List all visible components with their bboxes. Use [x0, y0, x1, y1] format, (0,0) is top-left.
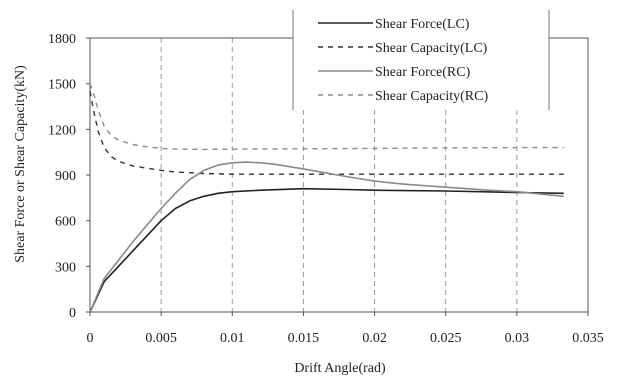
x-tick-label-3: 0.015 — [288, 331, 320, 346]
y-tick-label-1: 300 — [55, 260, 76, 275]
series-line-2 — [89, 161, 564, 313]
x-tick-label-6: 0.03 — [505, 331, 530, 346]
y-tick-label-5: 1500 — [48, 78, 76, 93]
x-tick-label-5: 0.025 — [430, 331, 462, 346]
x-tick-label-7: 0.035 — [572, 331, 604, 346]
x-tick-label-0: 0 — [87, 331, 94, 346]
legend-label-3: Shear Capacity(RC) — [375, 89, 488, 104]
legend-label-0: Shear Force(LC) — [375, 17, 470, 32]
x-tick-label-2: 0.01 — [220, 331, 245, 346]
legend-label-1: Shear Capacity(LC) — [375, 41, 488, 56]
y-tick-label-6: 1800 — [48, 32, 76, 47]
legend-label-2: Shear Force(RC) — [375, 65, 471, 80]
series-line-0 — [89, 187, 564, 313]
y-tick-label-4: 1200 — [48, 123, 76, 138]
legend-background — [293, 10, 549, 110]
y-tick-label-2: 600 — [55, 215, 76, 230]
x-tick-label-1: 0.005 — [145, 331, 177, 346]
y-axis-title: Shear Force or Shear Capacity(kN) — [13, 65, 28, 263]
x-axis-title: Drift Angle(rad) — [294, 361, 386, 376]
y-tick-label-0: 0 — [69, 306, 76, 321]
x-tick-label-4: 0.02 — [362, 331, 387, 346]
y-tick-label-3: 900 — [55, 169, 76, 184]
